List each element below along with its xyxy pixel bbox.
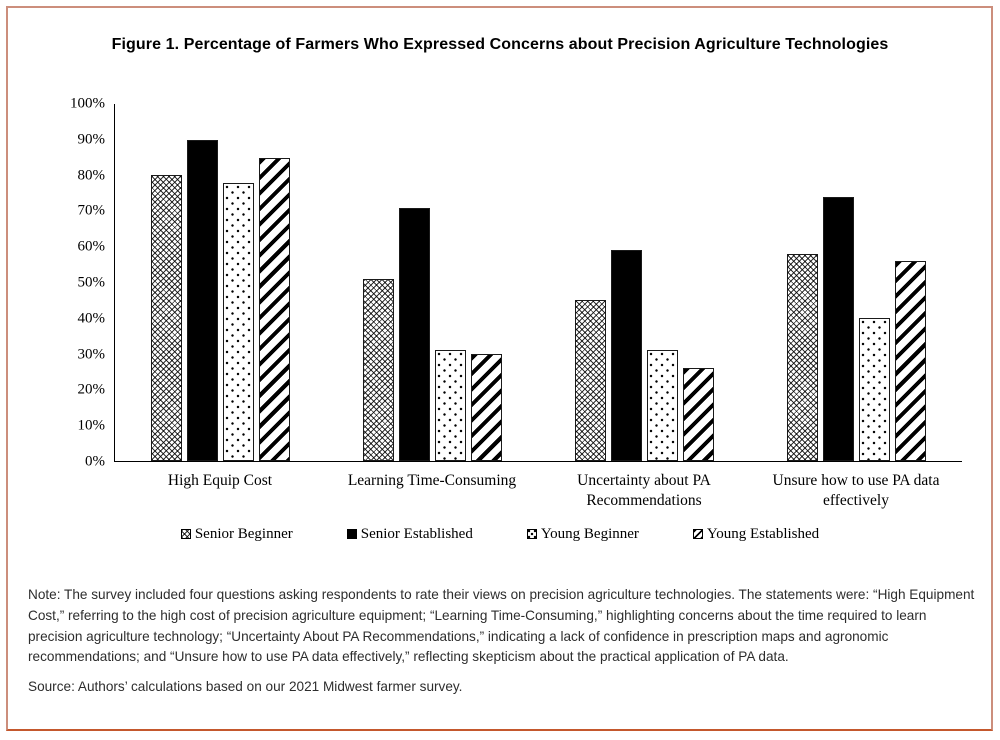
bar-solid <box>187 139 219 461</box>
legend-item: Senior Beginner <box>180 525 293 543</box>
x-axis-category-label: High Equip Cost <box>167 472 273 489</box>
legend-swatch-diagonal-icon <box>692 529 703 540</box>
y-tick-label: 30% <box>77 346 106 363</box>
bar-group <box>539 104 751 461</box>
y-tick-label: 0% <box>85 453 105 470</box>
bar-dots <box>858 318 890 461</box>
y-tick-label: 40% <box>77 310 106 327</box>
legend-item: Senior Established <box>346 525 473 543</box>
legend-label: Senior Beginner <box>194 525 293 542</box>
bar-group <box>750 104 962 461</box>
legend-item: Young Established <box>692 525 820 543</box>
x-axis-category-label: Learning Time-Consuming <box>347 472 517 489</box>
bar-dots <box>435 350 467 461</box>
bar-crosshatch <box>151 175 183 461</box>
y-tick-label: 80% <box>77 167 106 184</box>
bar-group <box>115 104 327 461</box>
y-tick-label: 90% <box>77 131 106 148</box>
legend-swatch-crosshatch-icon <box>180 529 191 540</box>
legend-label: Young Established <box>706 525 820 542</box>
figure-note: Note: The survey included four questions… <box>28 586 975 665</box>
y-tick-label: 60% <box>77 238 106 255</box>
legend-swatch-dots-icon <box>526 529 537 540</box>
legend-label: Young Beginner <box>540 525 639 542</box>
bar-dots <box>223 182 255 461</box>
bar-diagonal <box>259 157 291 461</box>
y-tick-label: 50% <box>77 274 106 291</box>
bar-diagonal <box>471 353 503 461</box>
plot-groups <box>115 104 962 461</box>
bar-crosshatch <box>363 278 395 461</box>
x-axis-labels: High Equip Cost Learning Time-Consuming Un… <box>114 462 962 511</box>
legend-item: Young Beginner <box>526 525 639 543</box>
bar-solid <box>610 250 642 461</box>
x-axis-category-label: Unsure how to use PA data effectively <box>772 472 940 509</box>
bar-chart: 100% 90% 80% 70% 60% 50% 40% 30% 20% 10% 0% High E… <box>52 96 962 511</box>
y-tick-label: 10% <box>77 417 106 434</box>
plot-area <box>114 104 962 462</box>
y-axis: 100% 90% 80% 70% 60% 50% 40% 30% 20% 10% 0% <box>52 96 114 470</box>
figure-source: Source: Authors’ calculations based on o… <box>28 679 463 695</box>
bar-diagonal <box>682 368 714 461</box>
y-tick-label: 20% <box>77 381 106 398</box>
legend-label: Senior Established <box>360 525 473 542</box>
bar-group <box>327 104 539 461</box>
y-tick-label: 100% <box>70 95 105 112</box>
bar-crosshatch <box>574 300 606 461</box>
figure-title: Figure 1. Percentage of Farmers Who Expr… <box>111 36 889 53</box>
bar-crosshatch <box>786 253 818 461</box>
bar-solid <box>399 207 431 461</box>
y-tick-label: 70% <box>77 202 106 219</box>
bar-dots <box>646 350 678 461</box>
bar-diagonal <box>894 261 926 461</box>
legend-swatch-solid-icon <box>346 529 357 540</box>
x-axis-category-label: Uncertainty about PA Recommendations <box>577 472 711 509</box>
bar-solid <box>822 196 854 461</box>
legend: Senior Beginner Senior Established Young B… <box>0 526 1000 543</box>
